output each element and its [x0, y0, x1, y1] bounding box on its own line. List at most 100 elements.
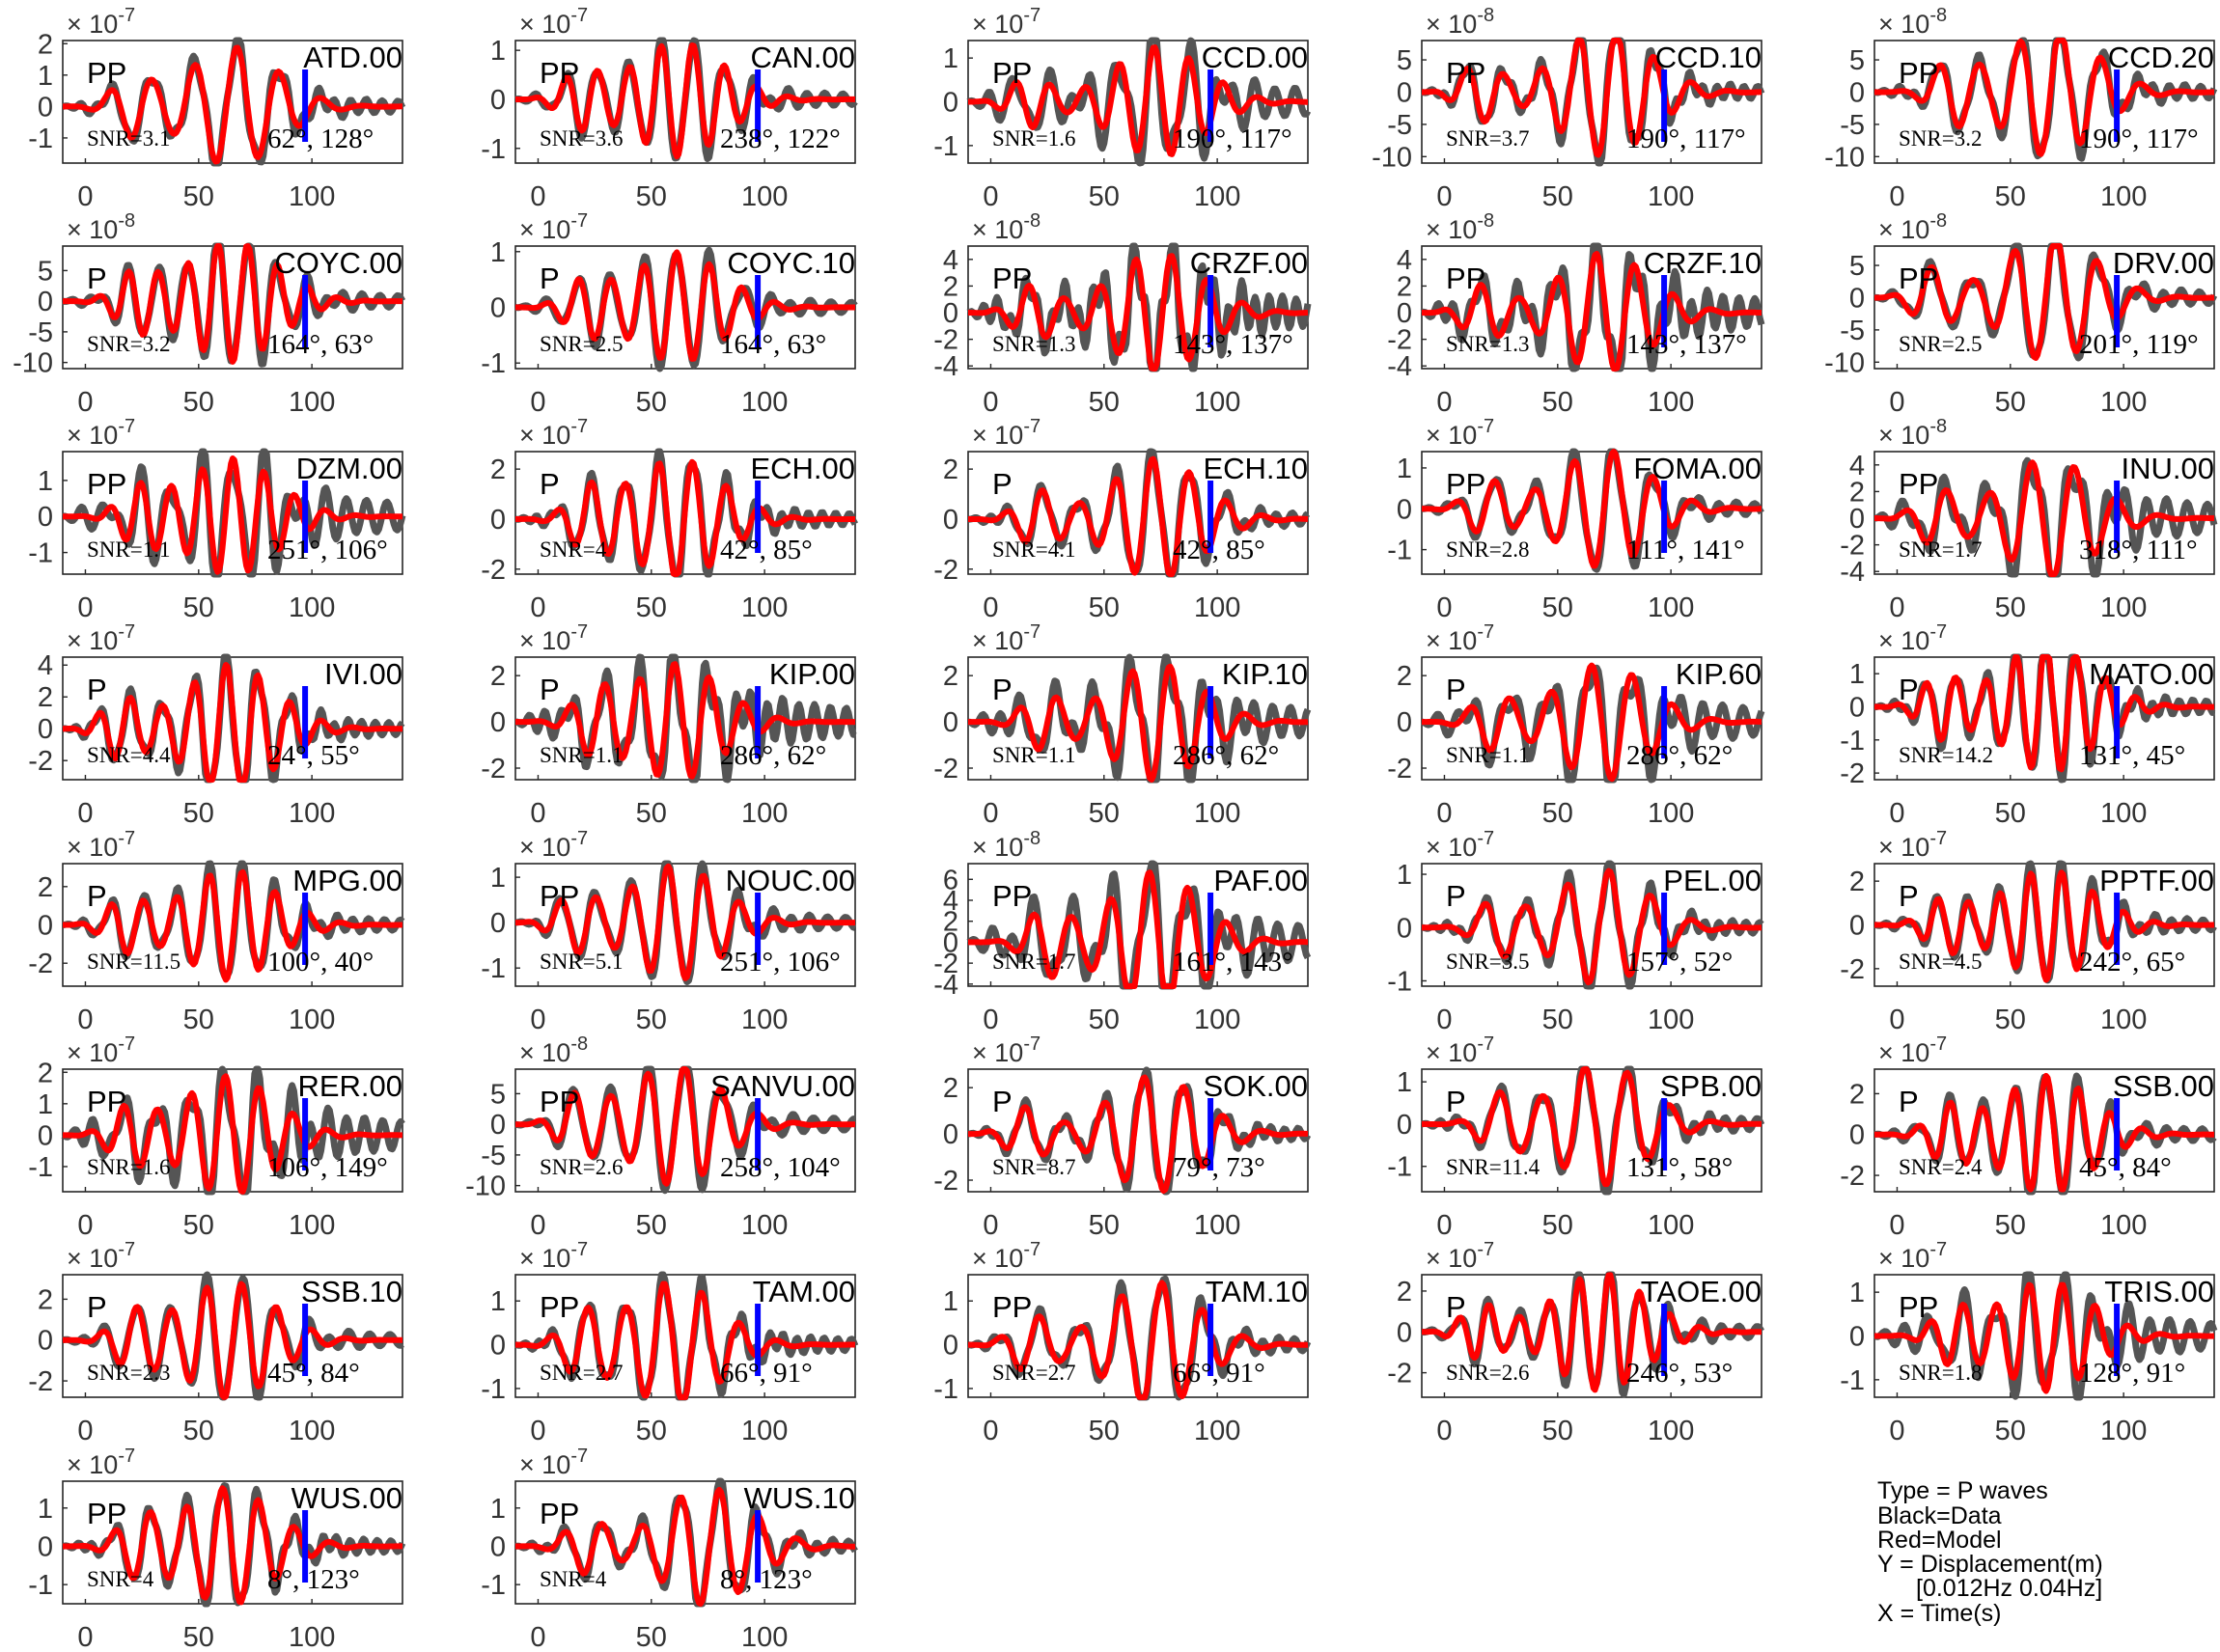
y-scale-exponent: × 10-7 — [1878, 1033, 1947, 1067]
y-tick-label: 0 — [1397, 77, 1412, 108]
x-tick-label: 0 — [983, 592, 998, 623]
model-trace — [1873, 654, 2216, 773]
azimuth-label: 286°, 62° — [1173, 740, 1279, 771]
station-label: TAOE.00 — [1641, 1275, 1762, 1308]
x-tick-label: 0 — [530, 181, 545, 212]
station-label: DZM.00 — [296, 452, 402, 485]
phase-label: P — [1899, 1085, 1919, 1118]
station-label: SANVU.00 — [710, 1069, 855, 1103]
plot-frame — [967, 1068, 1309, 1193]
phase-label: PP — [992, 1290, 1032, 1324]
y-tick-label: 0 — [1397, 1317, 1412, 1348]
azimuth-label: 143°, 137° — [1173, 329, 1293, 360]
y-tick-label: 0 — [38, 714, 53, 745]
phase-label: PP — [540, 1085, 579, 1118]
y-tick-label: 0 — [943, 1119, 958, 1150]
y-tick-label: -4 — [933, 351, 958, 382]
waveform-panel: 0 50 100 1 0 -1 × 10-7 PP FOMA.00 SNR=2.8 111°, 14… — [1387, 416, 1764, 623]
x-tick-label: 100 — [741, 1622, 788, 1652]
x-tick-label: 0 — [983, 1005, 998, 1035]
y-tick-label: 5 — [1849, 45, 1865, 76]
station-label: ECH.10 — [1203, 452, 1308, 485]
y-tick-label: 2 — [38, 682, 53, 713]
azimuth-label: 111°, 141° — [1626, 535, 1745, 565]
x-tick-label: 100 — [1194, 1416, 1240, 1446]
y-tick-label: -2 — [28, 949, 53, 979]
y-tick-label: -1 — [933, 1374, 958, 1405]
x-tick-label: 0 — [77, 1416, 93, 1446]
station-label: NOUC.00 — [726, 864, 855, 897]
x-tick-label: 50 — [636, 592, 667, 623]
model-trace — [1420, 38, 1763, 158]
y-scale-exponent: × 10-7 — [1426, 621, 1494, 655]
y-tick-label: 0 — [490, 908, 506, 939]
x-tick-label: 50 — [1542, 592, 1573, 623]
x-tick-label: 0 — [983, 1210, 998, 1241]
y-tick-label: -2 — [28, 1366, 53, 1397]
phase-label: PP — [1899, 262, 1938, 295]
station-label: KIP.60 — [1676, 657, 1762, 691]
y-tick-label: -10 — [1824, 347, 1865, 378]
y-scale-exponent: × 10-8 — [1878, 416, 1947, 450]
x-tick-label: 100 — [1648, 1416, 1694, 1446]
station-label: CCD.10 — [1655, 41, 1762, 74]
model-trace — [1873, 1281, 2216, 1394]
y-tick-label: 0 — [1849, 283, 1865, 314]
y-tick-label: -2 — [1840, 954, 1865, 985]
model-trace — [61, 1280, 404, 1400]
model-trace — [1420, 1066, 1763, 1188]
azimuth-label: 201°, 119° — [2079, 329, 2199, 360]
snr-label: SNR=4.4 — [87, 743, 171, 767]
y-tick-label: 1 — [943, 43, 958, 74]
x-tick-label: 100 — [289, 1005, 335, 1035]
phase-label: PP — [1446, 262, 1485, 295]
y-tick-label: 5 — [38, 256, 53, 287]
azimuth-label: 8°, 123° — [267, 1564, 360, 1595]
snr-label: SNR=3.2 — [1899, 126, 1982, 151]
station-label: CRZF.00 — [1190, 246, 1308, 280]
snr-label: SNR=1.1 — [540, 743, 623, 767]
y-tick-label: 2 — [1397, 661, 1412, 692]
y-tick-label: -1 — [28, 1570, 53, 1601]
x-tick-label: 100 — [1194, 181, 1240, 212]
station-label: CCD.20 — [2108, 41, 2214, 74]
x-tick-label: 100 — [2100, 1210, 2147, 1241]
x-tick-label: 0 — [1889, 592, 1904, 623]
y-tick-label: -1 — [28, 538, 53, 569]
phase-label: P — [992, 673, 1013, 706]
legend-line: Type = P waves — [1877, 1477, 2048, 1504]
y-scale-exponent: × 10-7 — [519, 1446, 588, 1479]
station-label: PAF.00 — [1213, 864, 1308, 897]
model-trace — [966, 253, 1310, 372]
y-tick-label: 0 — [1397, 707, 1412, 738]
x-tick-label: 0 — [1436, 181, 1452, 212]
x-tick-label: 0 — [1436, 592, 1452, 623]
station-label: INU.00 — [2122, 452, 2214, 485]
x-tick-label: 100 — [289, 1416, 335, 1446]
snr-label: SNR=1.8 — [1899, 1361, 1982, 1385]
snr-label: SNR=3.7 — [1446, 126, 1529, 151]
x-tick-label: 0 — [1889, 798, 1904, 829]
snr-label: SNR=1.3 — [992, 332, 1075, 356]
model-trace — [1873, 243, 2216, 361]
y-scale-exponent: × 10-7 — [972, 621, 1041, 655]
model-trace — [966, 44, 1310, 157]
station-label: ATD.00 — [303, 41, 402, 74]
y-tick-label: 0 — [490, 707, 506, 738]
y-tick-label: -1 — [481, 348, 506, 379]
plot-frame — [62, 1480, 403, 1605]
y-scale-exponent: × 10-7 — [67, 1239, 135, 1273]
waveform-panel: 0 50 100 1 0 -1 × 10-7 PP DZM.00 SNR=1.1 251°, 106… — [28, 416, 406, 623]
plot-frame — [62, 1068, 403, 1193]
azimuth-label: 8°, 123° — [720, 1564, 813, 1595]
station-label: ECH.00 — [750, 452, 855, 485]
y-scale-exponent: × 10-7 — [519, 210, 588, 244]
snr-label: SNR=2.4 — [1899, 1155, 1983, 1179]
plot-frame — [62, 656, 403, 781]
y-tick-label: 2 — [1849, 1079, 1865, 1110]
